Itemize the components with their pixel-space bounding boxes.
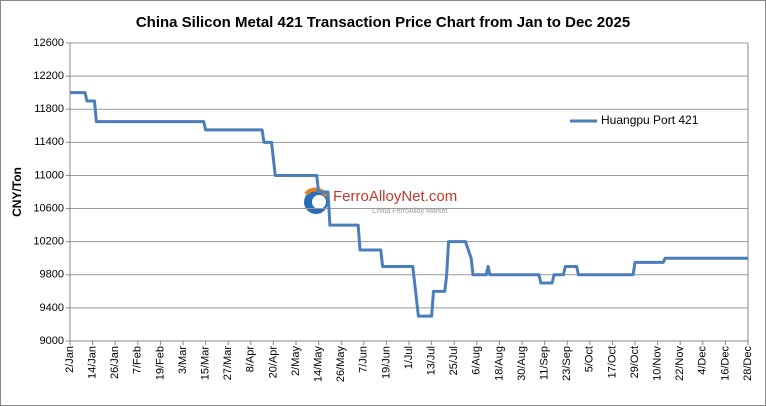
x-tick-label: 19/Feb [154,346,166,380]
y-tick-label: 9400 [40,302,64,314]
x-tick-label: 3/Mar [177,346,189,374]
y-tick-label: 11400 [34,136,64,148]
x-tick-label: 7/Jun [358,346,370,373]
x-tick-label: 29/Oct [629,346,641,378]
x-tick-label: 26/May [335,346,347,383]
x-tick-label: 6/Aug [471,346,483,375]
y-tick-label: 11000 [34,169,64,181]
y-tick-label: 12600 [33,37,64,49]
watermark-text: FerroAlloyNet.com [333,188,457,205]
y-tick-label: 9000 [40,335,64,347]
x-tick-label: 23/Sep [561,346,573,381]
chart-title: China Silicon Metal 421 Transaction Pric… [136,14,630,31]
x-tick-label: 16/Dec [719,346,731,381]
x-tick-label: 14/May [313,346,325,383]
y-tick-label: 10600 [33,202,64,214]
y-tick-label: 12200 [33,70,64,82]
watermark-logo-inner [312,195,326,209]
y-tick-label: 11800 [34,103,64,115]
x-tick-label: 11/Sep [539,346,551,380]
watermark: FerroAlloyNet.com China FerroAlloy Marke… [304,187,457,215]
x-tick-label: 5/Oct [584,346,596,372]
x-tick-label: 13/Jul [426,346,438,375]
x-tick-label: 1/Jul [403,346,415,369]
x-tick-label: 28/Dec [742,346,754,381]
y-tick-label: 10200 [33,236,64,248]
y-axis-title: CNY/Ton [10,167,24,217]
watermark-subtitle: China FerroAlloy Market [372,208,448,215]
watermark-logo-arc [304,187,328,198]
x-tick-label: 4/Dec [697,346,709,375]
x-tick-label: 27/Mar [222,346,234,381]
x-tick-label: 18/Aug [493,346,505,381]
x-tick-label: 10/Nov [652,346,664,381]
x-tick-label: 26/Jan [109,346,121,379]
x-tick-label: 7/Feb [132,346,144,374]
x-tick-label: 2/May [290,346,302,376]
x-tick-label: 25/Jul [448,346,460,375]
x-tick-label: 14/Jan [87,346,99,379]
x-tick-label: 20/Apr [267,346,279,379]
x-tick-label: 22/Nov [674,346,686,381]
x-tick-label: 30/Aug [516,346,528,381]
x-tick-label: 17/Oct [606,346,618,378]
x-tick-label: 8/Apr [245,346,257,373]
x-tick-label: 15/Mar [200,346,212,381]
x-tick-label: 2/Jan [64,346,76,373]
data-line [70,91,748,318]
x-tick-label: 19/Jun [380,346,392,379]
legend-label: Huangpu Port 421 [601,113,699,127]
y-tick-label: 9800 [40,269,64,281]
